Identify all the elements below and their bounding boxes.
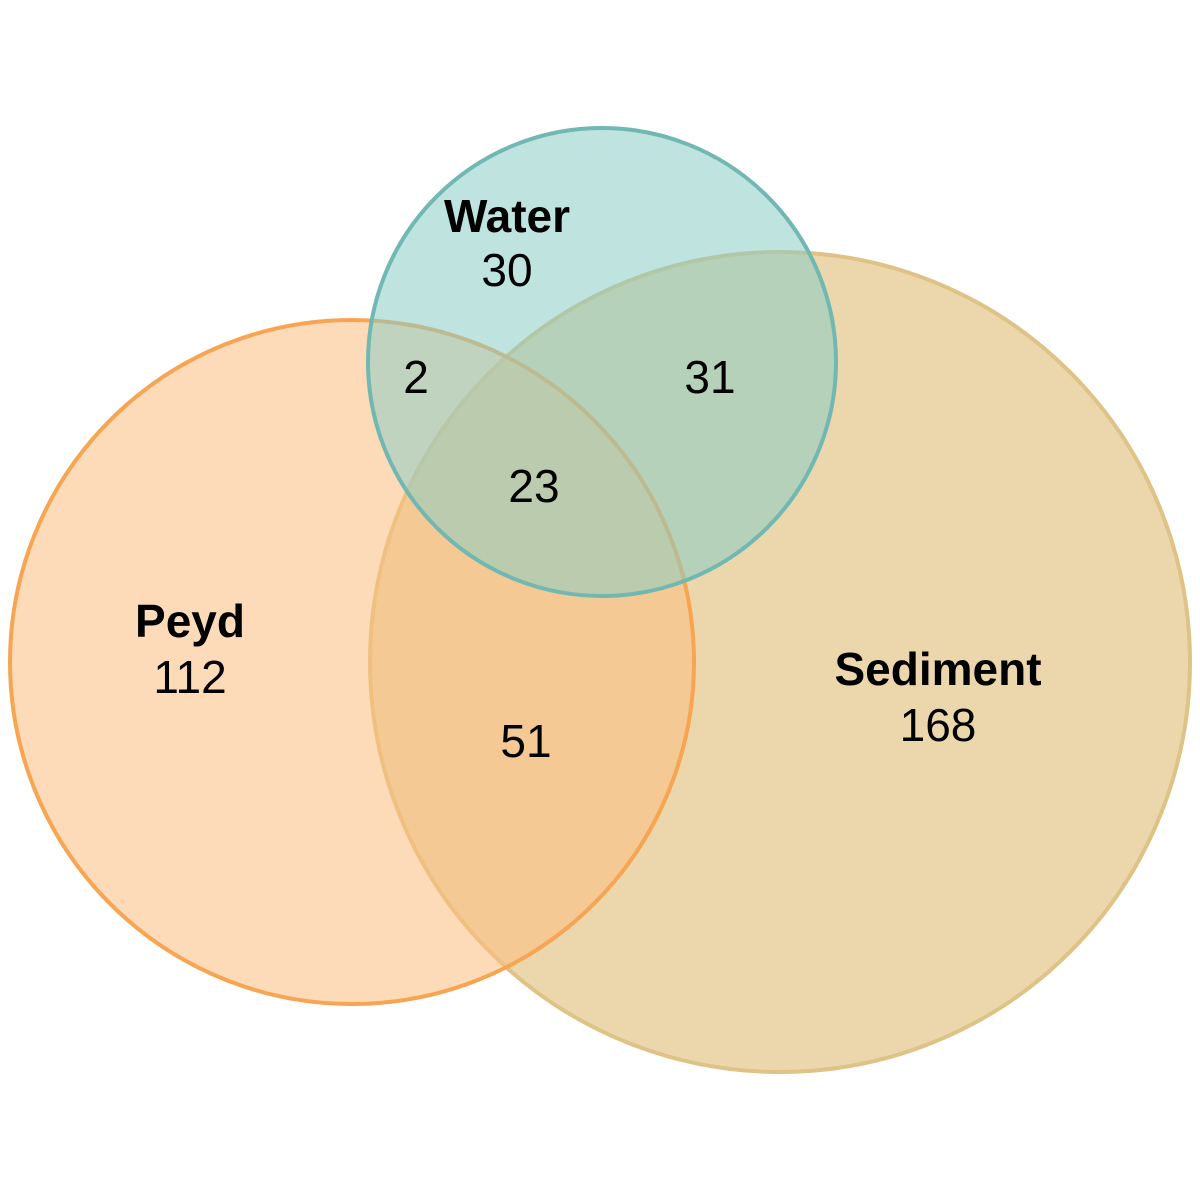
water-circle [366,126,838,598]
sediment-only-count: 168 [900,699,977,751]
sediment-water-count: 31 [684,351,735,403]
water-only-count: 30 [481,244,532,296]
sediment-set-label: Sediment [834,643,1041,695]
peyd-water-count: 2 [403,351,429,403]
water-set-label: Water [444,190,570,242]
peyd-only-count: 112 [153,651,226,703]
peyd-sediment-water-count: 23 [508,460,559,512]
peyd-set-label: Peyd [135,595,245,647]
peyd-sediment-count: 51 [500,715,551,767]
